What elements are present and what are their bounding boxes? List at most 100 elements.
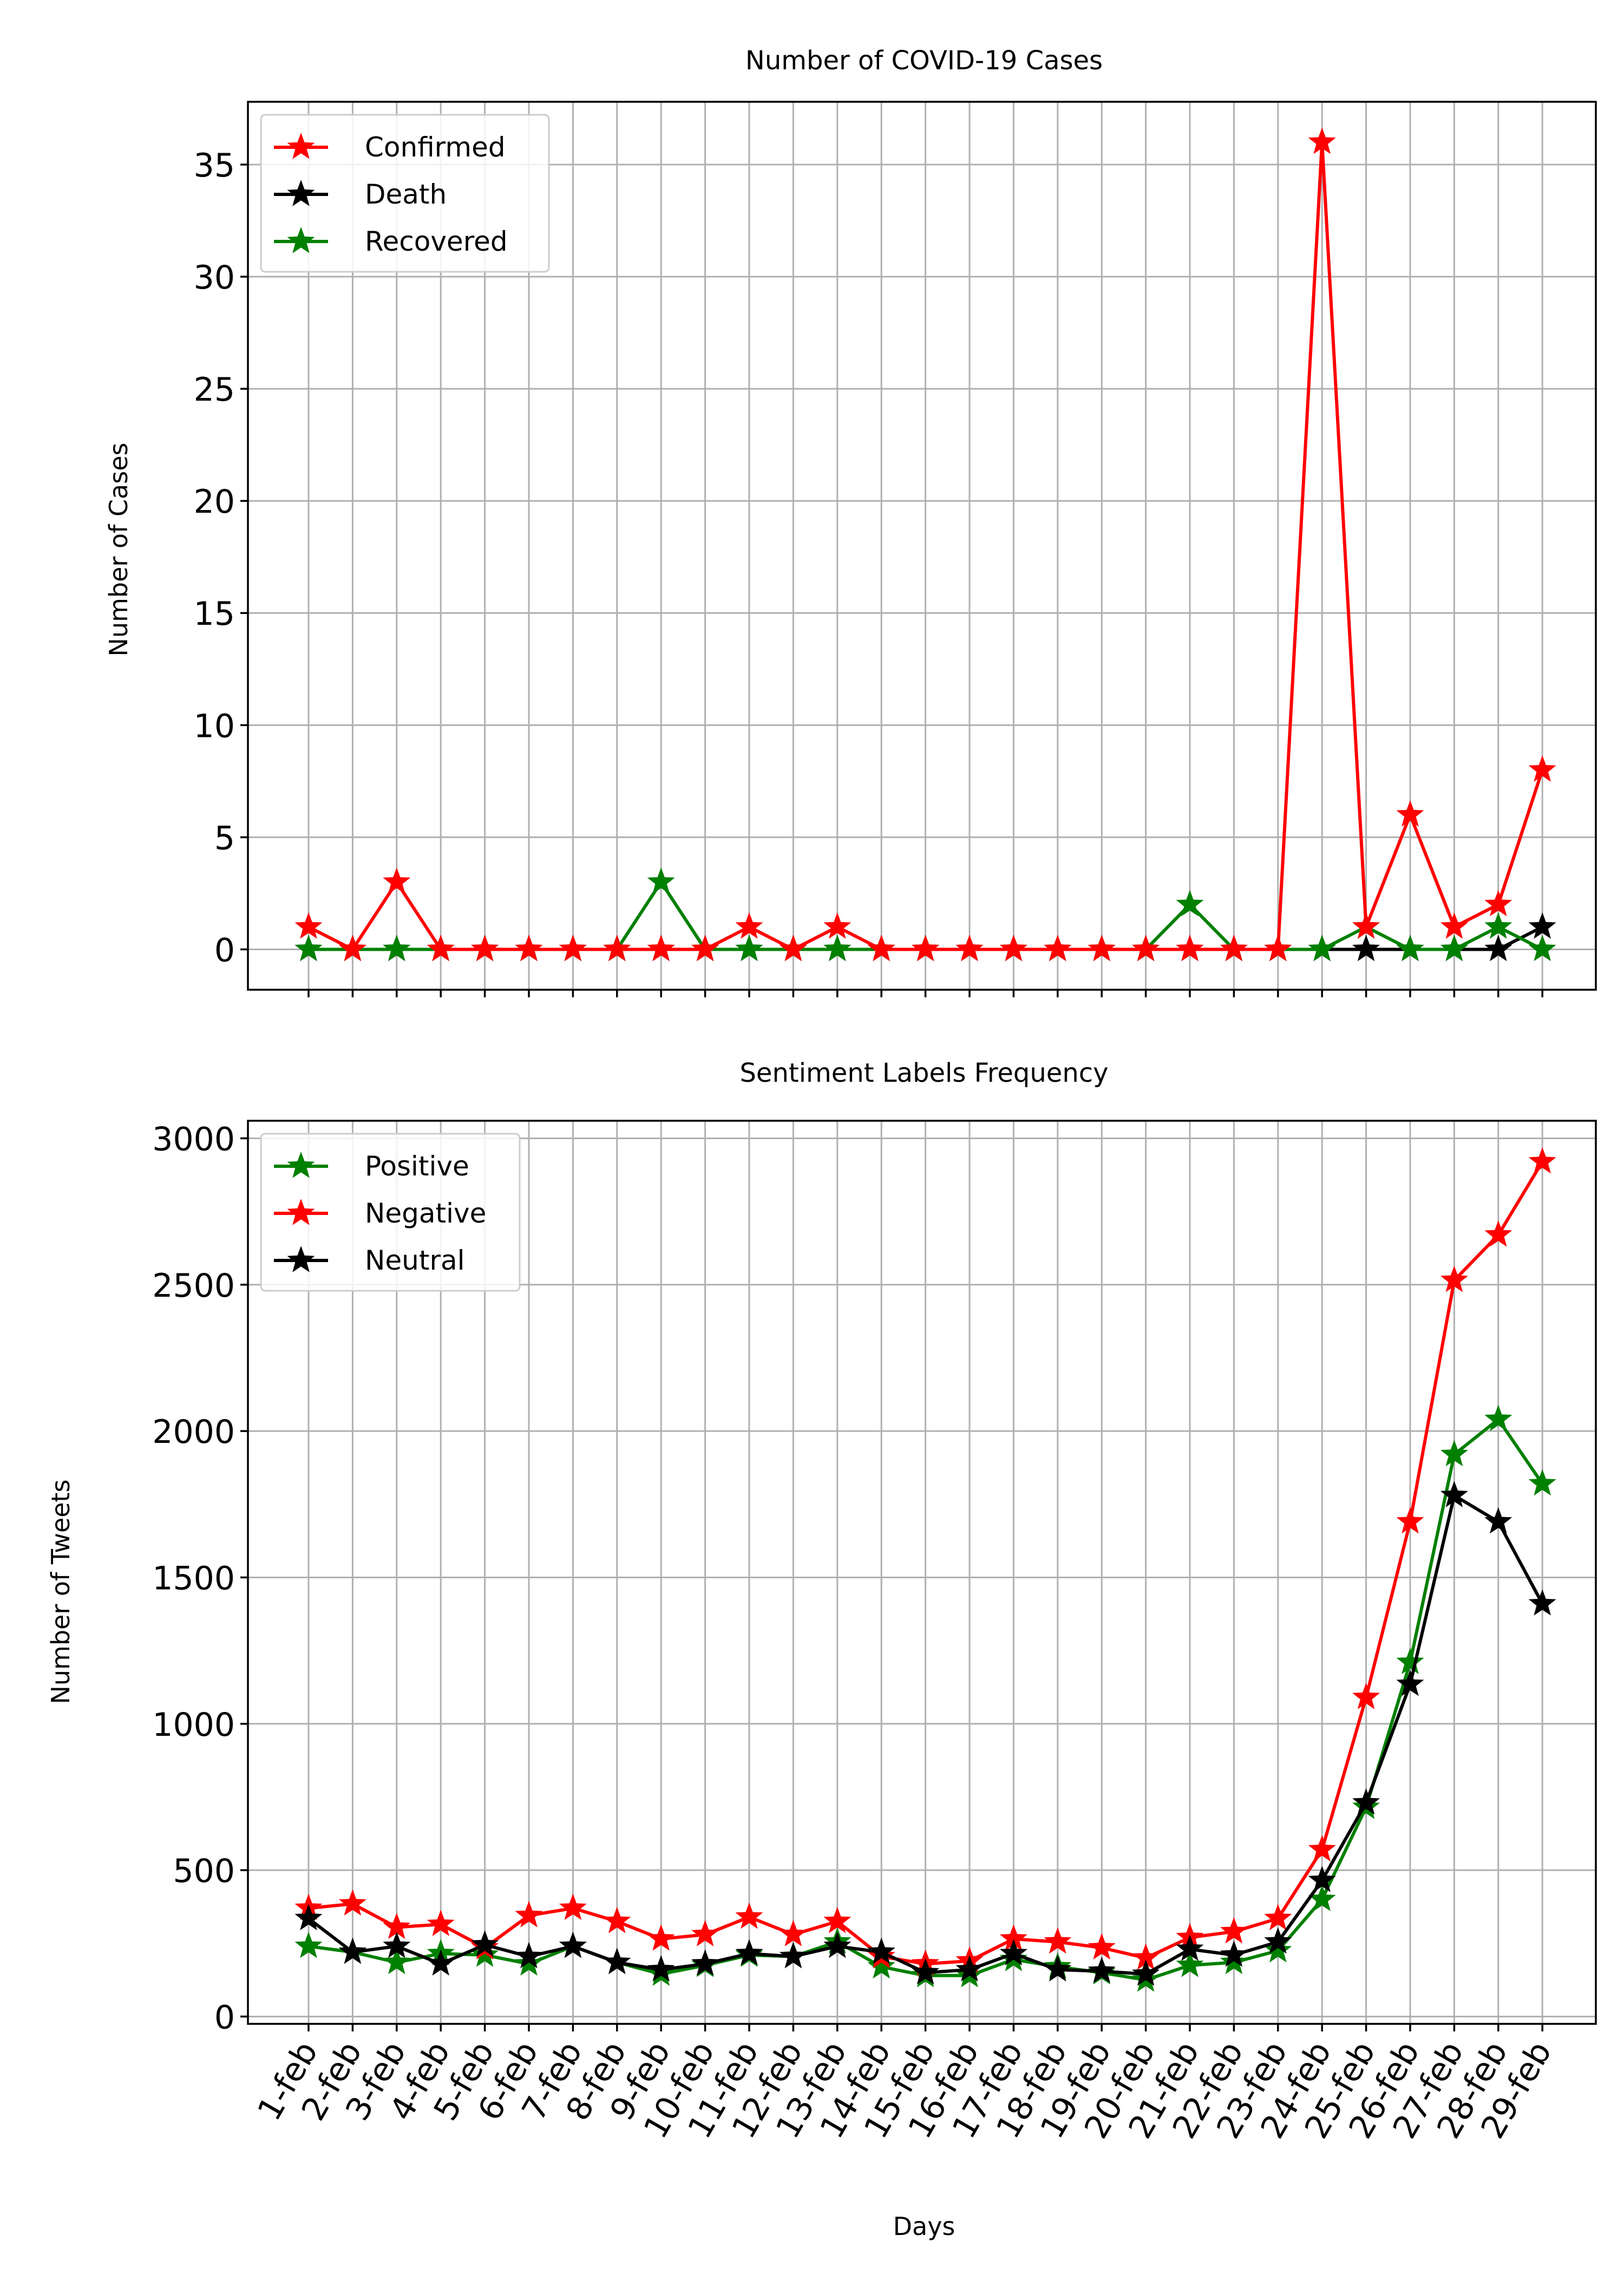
sentiment-neutral-point [823,1931,852,1958]
sentiment-negative-point [823,1906,852,1933]
cases-confirmed-point [1528,755,1556,782]
cases-recovered-point [1308,935,1336,962]
sentiment-negative-point [1440,1265,1468,1292]
sentiment-neutral-point [1176,1935,1204,1961]
cases-recovered-point [1440,935,1468,962]
sentiment-y-tick-label: 1500 [152,1559,235,1597]
sentiment-neutral-point [1352,1788,1380,1815]
cases-legend-marker-confirmed [287,133,315,159]
cases-confirmed-point [338,935,366,962]
sentiment-neutral-point [779,1942,807,1969]
sentiment-legend-label-neutral: Neutral [365,1245,465,1276]
cases-y-tick-label: 10 [194,707,235,745]
cases-y-tick-label: 5 [214,819,235,857]
sentiment-neutral-point [1484,1507,1512,1534]
cases-recovered-point [1528,935,1556,962]
cases-confirmed-point [1440,912,1468,939]
sentiment-negative-point [1220,1917,1248,1944]
sentiment-positive-point [383,1948,411,1975]
sentiment-neutral-point [338,1937,366,1964]
sentiment-y-tick-label: 3000 [152,1120,235,1158]
cases-y-tick-label: 20 [194,483,235,521]
sentiment-negative-point [1484,1220,1512,1247]
sentiment-neutral-point [1220,1940,1248,1967]
cases-confirmed-point [1220,935,1248,962]
sentiment-y-axis-label: Number of Tweets [46,1479,75,1704]
cases-series-lines [294,127,1556,962]
sentiment-positive-point [1440,1440,1468,1467]
cases-y-tick-label: 30 [194,259,235,297]
sentiment-legend-marker-positive [287,1152,315,1178]
cases-x-axis [307,990,1543,997]
sentiment-negative-point [338,1889,366,1916]
cases-confirmed-point [823,912,852,939]
sentiment-y-tick-label: 2000 [152,1413,235,1451]
cases-confirmed-point [1088,935,1116,962]
sentiment-neutral-point [1264,1927,1292,1954]
cases-legend-label-death: Death [365,179,447,210]
cases-confirmed-point [559,935,587,962]
sentiment-y-tick-label: 1000 [152,1706,235,1744]
cases-y-tick-label: 25 [194,371,235,409]
cases-legend-label-recovered: Recovered [365,226,508,257]
sentiment-positive-point [1264,1936,1292,1963]
sentiment-negative-point [1044,1927,1072,1954]
sentiment-negative-point [1308,1835,1336,1862]
sentiment-negative-point [515,1901,543,1927]
cases-plot-frame [247,101,1597,991]
sentiment-negative-point [1264,1904,1292,1931]
sentiment-negative-point [1352,1683,1380,1709]
cases-legend: Confirmed Death Recovered [260,114,550,273]
cases-recovered-point [1396,935,1424,962]
cases-confirmed-point [1396,800,1424,827]
cases-confirmed-point [691,935,719,962]
cases-y-axis-label: Number of Cases [104,443,133,657]
sentiment-positive-point [1484,1404,1512,1432]
sentiment-neutral-point [999,1939,1027,1966]
sentiment-x-axis: 1-feb2-feb3-feb4-feb5-feb6-feb7-feb8-feb… [250,2024,1559,2145]
sentiment-neutral-point [691,1949,719,1976]
cases-confirmed-point [779,935,807,962]
sentiment-negative-point [647,1924,675,1951]
cases-y-tick-label: 0 [214,931,235,969]
sentiment-neutral-point [471,1930,499,1957]
sentiment-neutral-point [912,1958,940,1985]
sentiment-neutral-point [1088,1956,1116,1983]
sentiment-negative-point [735,1902,763,1929]
sentiment-legend-marker-neutral [287,1246,315,1272]
cases-recovered-point [294,935,323,962]
cases-confirmed-point [1264,935,1292,962]
sentiment-neutral-point [1132,1959,1160,1986]
sentiment-negative-point [691,1920,719,1946]
cases-recovered-point [735,935,763,962]
sentiment-legend-label-positive: Positive [365,1151,469,1182]
sentiment-negative-point [559,1893,587,1920]
sentiment-positive-point [294,1931,323,1958]
sentiment-neutral-point [1528,1589,1556,1616]
cases-confirmed-point [515,935,543,962]
sentiment-positive-point [1396,1648,1424,1675]
cases-confirmed-point [383,867,411,894]
cases-confirmed-point [1352,912,1380,939]
cases-confirmed-point [1484,890,1512,917]
sentiment-neutral-point [427,1949,455,1976]
cases-death-point [1484,935,1512,962]
cases-recovered-point [823,935,852,962]
sentiment-legend-label-negative: Negative [365,1198,486,1229]
sentiment-chart-title: Sentiment Labels Frequency [739,1058,1108,1088]
cases-confirmed-point [999,935,1027,962]
sentiment-negative-point [1088,1933,1116,1960]
cases-recovered-point [383,935,411,962]
sentiment-neutral-point [515,1942,543,1969]
sentiment-positive-point [1176,1951,1204,1977]
cases-death-point [1352,935,1380,962]
cases-death-point [1528,912,1556,939]
sentiment-neutral-point [955,1955,984,1982]
sentiment-neutral-point [294,1904,323,1931]
sentiment-y-tick-label: 500 [173,1852,235,1890]
cases-confirmed-point [955,935,984,962]
sentiment-y-tick-label: 2500 [152,1267,235,1305]
cases-legend-marker-death [287,180,315,206]
